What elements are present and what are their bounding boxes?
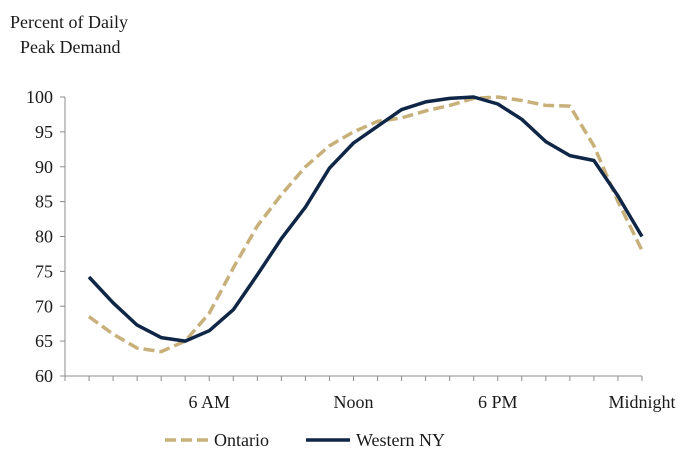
y-axis-ticks: 60 65 70 75 80 85 90 95 100 [26,87,65,386]
y-tick-label: 90 [35,157,53,177]
y-tick-label: 75 [35,261,53,281]
y-tick-label: 65 [35,331,53,351]
y-tick-label: 60 [35,366,53,386]
x-tick-label: Noon [334,392,374,412]
x-tick-label: Midnight [608,392,675,412]
series-lines [87,95,644,354]
x-tick-label: 6 PM [478,392,518,412]
y-axis-title: Percent of Daily Peak Demand [10,10,128,60]
y-tick-label: 95 [35,122,53,142]
y-tick-label: 100 [26,87,53,107]
series-line-western-ny [87,95,644,343]
y-tick-label: 80 [35,227,53,247]
series-line-ontario [87,95,644,354]
x-axis-ticks: 6 AM Noon 6 PM Midnight [64,376,676,412]
y-tick-label: 70 [35,296,53,316]
legend: Ontario Western NY [165,430,445,450]
x-tick-label: 6 AM [188,392,230,412]
y-axis-title-line-1: Percent of Daily [10,12,128,32]
legend-label-ontario: Ontario [214,430,269,450]
legend-label-western-ny: Western NY [356,430,445,450]
y-tick-label: 85 [35,192,53,212]
y-axis-title-line-2: Peak Demand [20,37,121,57]
